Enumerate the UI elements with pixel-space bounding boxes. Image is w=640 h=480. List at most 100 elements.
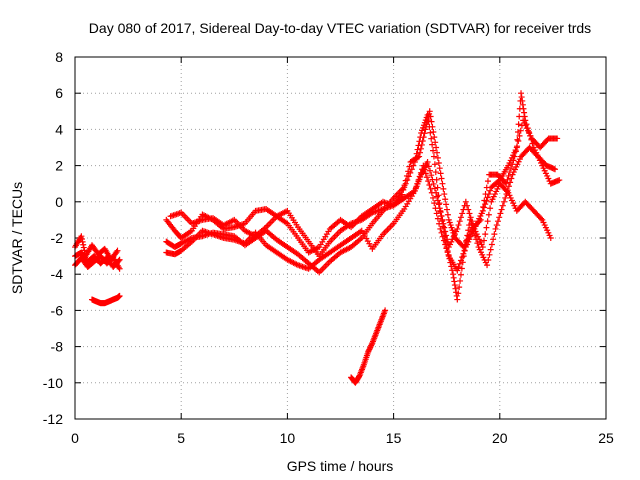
data-point bbox=[483, 224, 490, 231]
y-tick-labels: -12 -10 -8 -6 -4 -2 0 2 4 6 8 bbox=[43, 49, 63, 427]
data-point bbox=[443, 245, 450, 252]
data-point bbox=[114, 247, 121, 254]
data-point bbox=[116, 265, 123, 272]
data-point bbox=[405, 168, 412, 175]
series-track-c-early bbox=[72, 253, 123, 272]
data-point bbox=[519, 97, 526, 104]
data-point bbox=[414, 154, 421, 161]
data-point bbox=[430, 180, 437, 187]
data-point bbox=[425, 163, 432, 170]
data-point bbox=[430, 153, 437, 160]
data-point bbox=[552, 166, 559, 173]
y-tick-label: -12 bbox=[43, 411, 63, 427]
data-point bbox=[498, 206, 505, 213]
data-point bbox=[440, 237, 447, 244]
data-point bbox=[466, 210, 473, 217]
data-point bbox=[444, 211, 451, 218]
data-point bbox=[474, 240, 481, 247]
data-point bbox=[414, 180, 421, 187]
data-point bbox=[437, 170, 444, 177]
data-point bbox=[503, 180, 510, 187]
data-point bbox=[468, 220, 475, 227]
data-point bbox=[491, 231, 498, 238]
plot-frame bbox=[74, 56, 607, 420]
data-point bbox=[515, 138, 522, 145]
data-point bbox=[424, 158, 431, 165]
data-point bbox=[430, 147, 437, 154]
data-point bbox=[485, 211, 492, 218]
data-point bbox=[435, 201, 442, 208]
data-point bbox=[443, 201, 450, 208]
data-point bbox=[481, 197, 488, 204]
data-point bbox=[509, 161, 516, 168]
data-point bbox=[459, 210, 466, 217]
data-point bbox=[432, 205, 439, 212]
data-point bbox=[506, 169, 513, 176]
data-point bbox=[484, 262, 491, 269]
y-tick-label: -4 bbox=[51, 266, 64, 282]
data-point bbox=[428, 135, 435, 142]
data-point bbox=[484, 194, 491, 201]
data-point bbox=[502, 194, 509, 201]
data-point bbox=[116, 292, 123, 299]
data-point bbox=[504, 187, 511, 194]
data-point bbox=[556, 177, 563, 184]
data-point bbox=[439, 218, 446, 225]
data-point bbox=[456, 260, 463, 267]
data-point bbox=[485, 256, 492, 263]
data-point bbox=[416, 173, 423, 180]
data-point bbox=[432, 139, 439, 146]
data-point bbox=[417, 145, 424, 152]
data-point bbox=[426, 181, 433, 188]
data-point bbox=[455, 290, 462, 297]
x-tick-label: 15 bbox=[386, 430, 402, 446]
data-point bbox=[521, 113, 528, 120]
data-point bbox=[455, 222, 462, 229]
data-point bbox=[473, 236, 480, 243]
data-point bbox=[464, 202, 471, 209]
data-point bbox=[438, 213, 445, 220]
data-point bbox=[425, 178, 432, 185]
data-point bbox=[521, 109, 528, 116]
data-point bbox=[415, 177, 422, 184]
x-tick-label: 0 bbox=[71, 430, 79, 446]
data-point bbox=[480, 203, 487, 210]
data-point bbox=[494, 218, 501, 225]
data-point bbox=[514, 143, 521, 150]
data-point bbox=[511, 153, 518, 160]
data-point bbox=[416, 149, 423, 156]
data-point bbox=[80, 241, 87, 248]
data-point bbox=[116, 256, 123, 263]
data-point bbox=[519, 101, 526, 108]
data-point bbox=[427, 129, 434, 136]
data-point bbox=[461, 247, 468, 254]
data-point bbox=[437, 225, 444, 232]
data-point bbox=[478, 210, 485, 217]
series-track-main-4 bbox=[167, 108, 561, 256]
data-point bbox=[438, 175, 445, 182]
data-points bbox=[72, 90, 563, 386]
data-point bbox=[406, 163, 413, 170]
data-point bbox=[440, 185, 447, 192]
data-point bbox=[516, 132, 523, 139]
data-point bbox=[434, 154, 441, 161]
x-tick-label: 10 bbox=[280, 430, 296, 446]
data-point bbox=[454, 296, 461, 303]
y-tick-label: 6 bbox=[55, 85, 63, 101]
grid-lines bbox=[75, 57, 606, 419]
data-point bbox=[430, 194, 437, 201]
data-point bbox=[456, 284, 463, 291]
data-point bbox=[428, 118, 435, 125]
data-point bbox=[435, 192, 442, 199]
data-point bbox=[437, 207, 444, 214]
data-point bbox=[428, 172, 435, 179]
data-point bbox=[482, 231, 489, 238]
x-tick-label: 20 bbox=[492, 430, 508, 446]
data-point bbox=[433, 210, 440, 217]
data-point bbox=[510, 157, 517, 164]
data-point bbox=[512, 148, 519, 155]
x-tick-label: 5 bbox=[177, 430, 185, 446]
data-point bbox=[465, 227, 472, 234]
data-point bbox=[382, 307, 389, 314]
